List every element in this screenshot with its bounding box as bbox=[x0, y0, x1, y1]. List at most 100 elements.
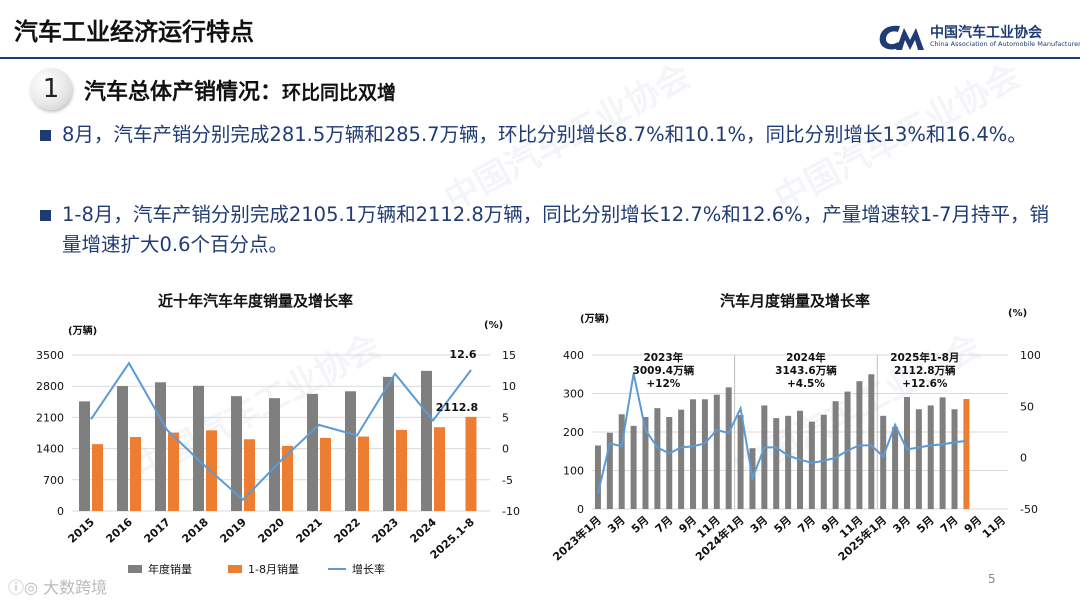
legend-label-ytd: 1-8月销量 bbox=[248, 562, 299, 576]
bar-ytd-sales bbox=[396, 429, 407, 511]
legend-label-annual: 年度销量 bbox=[148, 562, 192, 576]
y-tick-label: 0 bbox=[577, 503, 584, 516]
bar-monthly-sales bbox=[951, 409, 958, 509]
x-tick-label: 2018 bbox=[180, 516, 211, 546]
footer-watermark: ⓘ◎ 大数跨境 bbox=[8, 574, 107, 598]
bar-monthly-sales bbox=[915, 409, 922, 509]
bar-annual-sales bbox=[155, 382, 166, 511]
bar-annual-sales bbox=[193, 385, 204, 511]
bullet-text: 1-8月，汽车产销分别完成2105.1万辆和2112.8万辆，同比分别增长12.… bbox=[62, 203, 1050, 256]
data-label-last-rate: 12.6 bbox=[449, 348, 476, 361]
caam-logo: 中国汽车工业协会 China Association of Automobile… bbox=[876, 20, 1080, 54]
bar-ytd-sales bbox=[92, 444, 103, 511]
y2-tick-label: 10 bbox=[502, 380, 516, 393]
bar-monthly-sales bbox=[927, 405, 934, 509]
y2-tick-label: 0 bbox=[1020, 452, 1027, 465]
section-number-badge: 1 bbox=[30, 68, 72, 110]
bar-monthly-sales bbox=[678, 409, 685, 509]
bar-monthly-sales bbox=[880, 415, 887, 509]
bar-annual-sales bbox=[307, 393, 318, 511]
y-tick-label: 2800 bbox=[36, 380, 64, 393]
year-annotation: 2025年1-8月 2112.8万辆+12.6% bbox=[890, 351, 959, 390]
bar-annual-sales bbox=[269, 398, 280, 511]
logo-english-name: China Association of Automobile Manufact… bbox=[930, 40, 1080, 48]
chart-annual-ylabel: (万辆) bbox=[68, 326, 98, 337]
y-tick-label: 700 bbox=[43, 474, 64, 487]
bar-monthly-sales bbox=[642, 416, 649, 509]
chart-annual-title: 近十年汽车年度销量及增长率 bbox=[158, 292, 354, 310]
x-tick-label: 3月 bbox=[605, 514, 628, 536]
y-tick-label: 2100 bbox=[36, 411, 64, 424]
data-label-last-bar: 2112.8 bbox=[436, 401, 478, 414]
caam-logo-icon bbox=[879, 25, 924, 50]
y-tick-label: 0 bbox=[57, 505, 64, 518]
bar-monthly-sales bbox=[868, 374, 875, 509]
x-tick-label: 2021 bbox=[294, 516, 325, 546]
chart-annual-y2label: (%) bbox=[484, 320, 504, 331]
bar-monthly-sales bbox=[903, 396, 910, 509]
bullet-square-icon bbox=[40, 130, 51, 141]
legend-swatch-annual bbox=[128, 565, 142, 573]
year-annotation: 2024年 3143.6万辆+4.5% bbox=[775, 351, 837, 390]
bar-monthly-sales bbox=[654, 408, 661, 509]
bullet-text: 8月，汽车产销分别完成281.5万辆和285.7万辆，环比分别增长8.7%和10… bbox=[62, 123, 1027, 146]
x-tick-label: 2020 bbox=[256, 515, 288, 545]
bar-monthly-sales bbox=[737, 415, 744, 509]
y-tick-label: 200 bbox=[563, 426, 584, 439]
x-tick-label: 2019 bbox=[218, 516, 249, 546]
y2-tick-label: 50 bbox=[1020, 400, 1034, 413]
bar-monthly-sales bbox=[785, 415, 792, 509]
bar-monthly-sales bbox=[594, 445, 601, 509]
bar-monthly-sales bbox=[892, 426, 899, 509]
chart-monthly-title: 汽车月度销量及增长率 bbox=[720, 292, 871, 310]
section-title-sub: 环比同比双增 bbox=[282, 82, 397, 104]
bar-ytd-sales bbox=[434, 427, 445, 511]
bar-monthly-sales bbox=[725, 387, 732, 509]
chart-monthly-y2label: (%) bbox=[1008, 308, 1028, 319]
page-number: 5 bbox=[988, 572, 996, 586]
bar-annual-sales bbox=[117, 386, 128, 511]
bar-monthly-sales bbox=[701, 399, 708, 509]
section-title: 汽车总体产销情况：环比同比双增 bbox=[84, 74, 396, 106]
legend-swatch-ytd bbox=[228, 565, 242, 573]
x-tick-label: 2023 bbox=[370, 516, 401, 546]
bar-ytd-sales bbox=[130, 437, 141, 511]
bar-monthly-sales bbox=[713, 394, 720, 509]
bar-ytd-sales bbox=[320, 437, 331, 511]
watermark-text: 大数跨境 bbox=[43, 578, 108, 597]
y-tick-label: 300 bbox=[563, 388, 584, 401]
x-tick-label: 7月 bbox=[653, 514, 676, 536]
bar-ytd-sales bbox=[244, 439, 255, 511]
y-tick-label: 3500 bbox=[36, 349, 64, 362]
bar-monthly-sales bbox=[820, 414, 827, 509]
x-tick-label: 5月 bbox=[772, 514, 795, 536]
x-tick-label: 7月 bbox=[938, 514, 961, 536]
y2-tick-label: 15 bbox=[502, 349, 516, 362]
x-tick-label: 3月 bbox=[748, 514, 771, 536]
bar-monthly-sales bbox=[618, 414, 625, 509]
x-tick-label: 5月 bbox=[914, 514, 937, 536]
x-tick-label: 11月 bbox=[980, 514, 1008, 541]
bar-annual-sales bbox=[421, 370, 432, 511]
legend-label-rate: 增长率 bbox=[352, 562, 385, 576]
y2-tick-label: 5 bbox=[502, 411, 509, 424]
header-divider bbox=[0, 57, 1080, 59]
y2-tick-label: 100 bbox=[1020, 349, 1040, 362]
bar-annual-sales bbox=[383, 376, 394, 511]
bar-monthly-sales bbox=[939, 397, 946, 509]
section-title-main: 汽车总体产销情况： bbox=[84, 80, 283, 105]
x-tick-label: 2016 bbox=[104, 515, 136, 545]
x-tick-label: 2015 bbox=[66, 516, 97, 546]
y-tick-label: 100 bbox=[563, 465, 584, 478]
bullet-square-icon bbox=[40, 210, 51, 221]
bar-ytd-sales bbox=[168, 432, 179, 511]
x-tick-label: 2023年1月 bbox=[550, 513, 604, 564]
bar-monthly-sales bbox=[963, 399, 970, 509]
x-tick-label: 2024 bbox=[408, 515, 440, 545]
bar-ytd-sales bbox=[465, 416, 477, 511]
bar-monthly-sales bbox=[808, 421, 815, 509]
bar-annual-sales bbox=[345, 391, 356, 511]
x-tick-label: 7月 bbox=[795, 514, 818, 536]
